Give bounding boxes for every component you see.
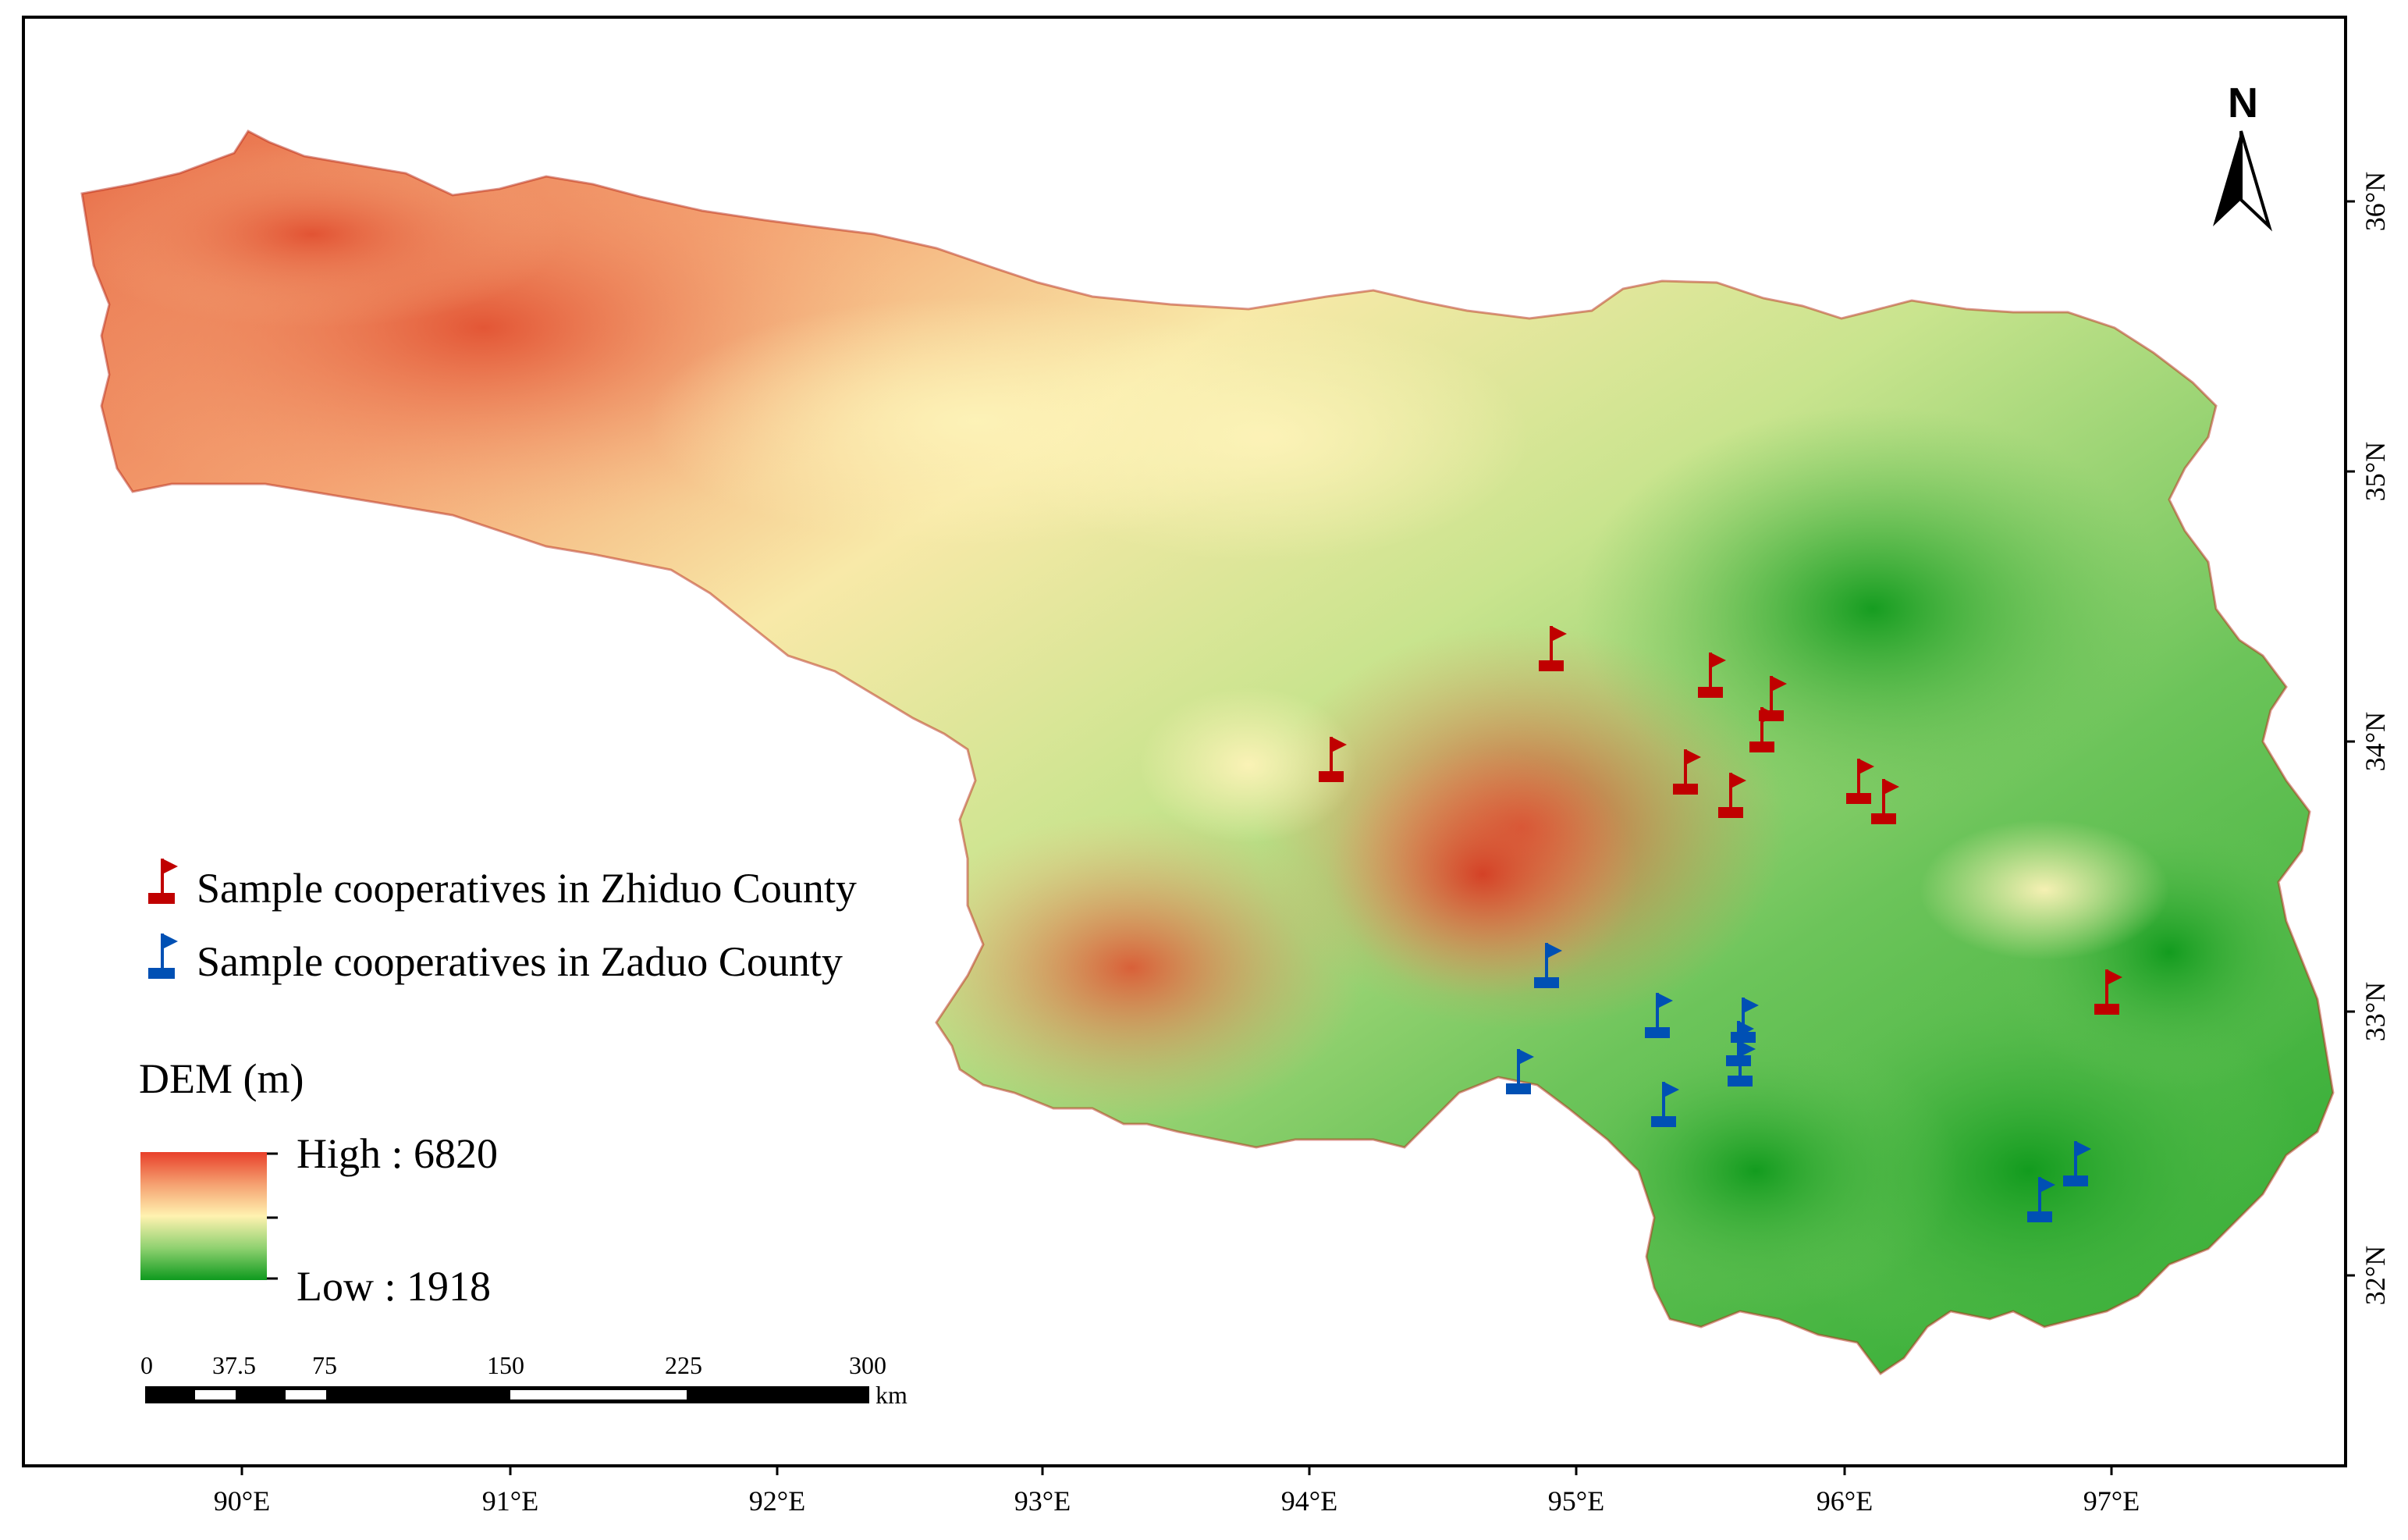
lon-tick-96: 96°E	[1817, 1466, 1873, 1517]
svg-text:92°E: 92°E	[749, 1485, 805, 1517]
dem-color-ramp	[140, 1152, 267, 1280]
latitude-axis: 36°N 35°N 34°N 33°N 32°N	[2346, 172, 2391, 1305]
scale-tick-75: 75	[312, 1351, 337, 1379]
red-flag-icon	[2094, 969, 2122, 1015]
longitude-axis: 90°E 91°E 92°E 93°E 94°E 95°E 96°E 97°E	[214, 1466, 2140, 1517]
lon-tick-95: 95°E	[1548, 1466, 1604, 1517]
lon-tick-90: 90°E	[214, 1466, 270, 1517]
dem-low-label: Low : 1918	[297, 1263, 491, 1310]
lat-tick-33: 33°N	[2346, 982, 2391, 1041]
lon-tick-92: 92°E	[749, 1466, 805, 1517]
scale-unit: km	[875, 1381, 907, 1409]
scale-tick-0: 0	[140, 1351, 153, 1379]
svg-text:35°N: 35°N	[2360, 442, 2391, 501]
dem-legend: DEM (m) High : 6820 Low : 1918	[139, 1055, 498, 1310]
blue-flag-icon	[2063, 1141, 2091, 1186]
svg-text:96°E: 96°E	[1817, 1485, 1873, 1517]
blue-flag-icon	[2027, 1177, 2055, 1222]
north-letter: N	[2228, 80, 2258, 126]
scale-bar: 0 37.5 75 150 225 300 km	[140, 1351, 907, 1409]
lon-tick-91: 91°E	[482, 1466, 538, 1517]
red-flag-icon	[1539, 626, 1567, 671]
legend-zhiduo: Sample cooperatives in Zhiduo County	[148, 859, 857, 912]
blue-flag-icon	[1651, 1082, 1679, 1127]
lat-tick-32: 32°N	[2346, 1246, 2391, 1305]
blue-flag-icon	[1645, 993, 1673, 1038]
scale-tick-150: 150	[487, 1351, 524, 1379]
dem-legend-title: DEM (m)	[139, 1055, 304, 1102]
zaduo-sample-cooperatives	[1506, 943, 2091, 1222]
zhiduo-sample-cooperatives	[1319, 626, 2122, 1015]
svg-text:93°E: 93°E	[1014, 1485, 1071, 1517]
svg-text:34°N: 34°N	[2360, 712, 2391, 771]
blue-flag-icon	[1506, 1049, 1534, 1094]
blue-flag-icon	[148, 934, 178, 979]
north-arrow-icon: N	[2213, 80, 2273, 232]
scale-tick-37-5: 37.5	[212, 1351, 256, 1379]
red-flag-icon	[1673, 749, 1701, 795]
blue-flag-icon	[1728, 1041, 1756, 1087]
svg-text:90°E: 90°E	[214, 1485, 270, 1517]
red-flag-icon	[1319, 737, 1347, 782]
lat-tick-34: 34°N	[2346, 712, 2391, 771]
lat-tick-36: 36°N	[2346, 172, 2391, 231]
red-flag-icon	[1698, 653, 1726, 698]
red-flag-icon	[1871, 779, 1899, 824]
lon-tick-93: 93°E	[1014, 1466, 1071, 1517]
region-outline	[80, 130, 2335, 1376]
scale-tick-225: 225	[665, 1351, 702, 1379]
blue-flag-icon	[1534, 943, 1562, 988]
legend-zaduo: Sample cooperatives in Zaduo County	[148, 934, 843, 985]
red-flag-icon	[1846, 759, 1874, 804]
legend-zhiduo-label: Sample cooperatives in Zhiduo County	[197, 865, 857, 912]
svg-text:95°E: 95°E	[1548, 1485, 1604, 1517]
svg-text:32°N: 32°N	[2360, 1246, 2391, 1305]
svg-text:97°E: 97°E	[2083, 1485, 2140, 1517]
red-flag-icon	[1749, 707, 1778, 752]
dem-high-label: High : 6820	[297, 1130, 498, 1177]
scale-tick-300: 300	[849, 1351, 886, 1379]
svg-text:91°E: 91°E	[482, 1485, 538, 1517]
svg-text:94°E: 94°E	[1281, 1485, 1337, 1517]
red-flag-icon	[1718, 773, 1746, 818]
lat-tick-35: 35°N	[2346, 442, 2391, 501]
legend-zaduo-label: Sample cooperatives in Zaduo County	[197, 938, 843, 985]
lon-tick-97: 97°E	[2083, 1466, 2140, 1517]
svg-text:36°N: 36°N	[2360, 172, 2391, 231]
red-flag-icon	[148, 859, 178, 904]
svg-text:33°N: 33°N	[2360, 982, 2391, 1041]
lon-tick-94: 94°E	[1281, 1466, 1337, 1517]
